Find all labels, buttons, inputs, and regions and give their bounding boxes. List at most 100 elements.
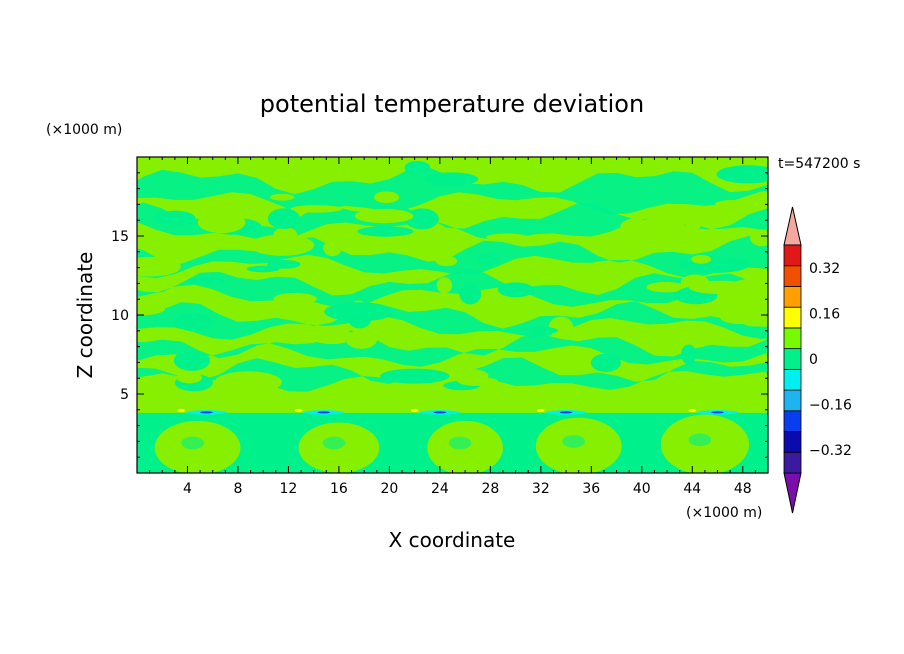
x-tick-label: 8 xyxy=(233,481,242,497)
contour-blob xyxy=(646,281,686,293)
contour-blob xyxy=(215,389,266,398)
bubble-core xyxy=(562,435,586,448)
colorbar-segment xyxy=(783,389,802,412)
contour-blob xyxy=(604,234,628,245)
contour-blob xyxy=(186,277,225,284)
contour-blob xyxy=(189,291,217,305)
contour-band xyxy=(137,357,768,392)
contour-blob xyxy=(750,229,768,247)
y-axis-label: Z coordinate xyxy=(73,252,97,379)
contour-blob xyxy=(380,368,450,384)
contour-blob xyxy=(559,160,609,172)
colorbar-segment xyxy=(783,265,802,287)
x-tick-label: 24 xyxy=(431,481,449,497)
contour-blob xyxy=(691,254,712,264)
cold-pocket-core xyxy=(317,411,331,414)
bubble-core xyxy=(688,433,712,447)
colorbar-over-triangle xyxy=(783,206,802,246)
contour-field xyxy=(137,157,768,473)
x-tick-label: 48 xyxy=(734,481,752,497)
contour-blob xyxy=(154,210,196,226)
contour-blob xyxy=(436,277,453,294)
cold-pocket-core xyxy=(559,411,573,414)
colorbar-tick-label: −0.32 xyxy=(809,443,852,459)
contour-blob xyxy=(299,303,328,322)
contour-band xyxy=(137,330,768,367)
colorbar-segment xyxy=(783,431,802,453)
warm-spot xyxy=(537,408,545,412)
x-tick-label: 20 xyxy=(380,481,398,497)
contour-band xyxy=(137,301,768,340)
colorbar-segment xyxy=(783,451,802,474)
x-tick-label: 12 xyxy=(280,481,298,497)
colorbar-tick-label: 0.16 xyxy=(809,306,840,322)
cold-pocket-core xyxy=(711,411,724,414)
contour-blob xyxy=(548,316,574,339)
contour-blob xyxy=(679,256,750,273)
x-unit-label: (×1000 m) xyxy=(686,505,762,521)
bubble-core xyxy=(448,436,472,450)
cold-pocket-core xyxy=(433,411,447,414)
colorbar-segment xyxy=(783,368,802,391)
warm-spot xyxy=(294,408,303,412)
contour-blob xyxy=(345,330,378,349)
contour-blob xyxy=(373,191,400,204)
contour-blob xyxy=(583,261,629,278)
y-tick-label: 10 xyxy=(111,308,129,324)
colorbar-segment xyxy=(783,306,802,329)
contour-blob xyxy=(137,256,181,277)
contour-blob xyxy=(269,193,295,201)
contour-blob xyxy=(290,205,343,213)
x-tick-label: 44 xyxy=(683,481,701,497)
contour-blob xyxy=(267,208,300,229)
contour-blob xyxy=(173,350,211,371)
colorbar-tick-label: 0 xyxy=(809,352,818,368)
x-tick-label: 28 xyxy=(481,481,499,497)
contour-blob xyxy=(648,205,696,227)
colorbar-segment xyxy=(783,410,802,432)
contour-blob xyxy=(688,280,752,295)
contour-blob xyxy=(681,344,697,365)
contour-blob xyxy=(716,165,768,184)
x-tick-label: 32 xyxy=(532,481,550,497)
colorbar-segment xyxy=(783,286,802,308)
contour-blob xyxy=(354,208,414,224)
colorbar-tick-label: 0.32 xyxy=(809,261,840,277)
contour-blob xyxy=(197,211,246,234)
contour-blob xyxy=(714,199,753,208)
chart-title: potential temperature deviation xyxy=(260,90,644,118)
contour-blob xyxy=(620,218,651,235)
cold-pocket-core xyxy=(200,411,213,414)
warm-spot xyxy=(410,408,419,412)
time-label: t=547200 s xyxy=(778,156,860,172)
x-axis-label: X coordinate xyxy=(389,528,516,552)
colorbar-segment xyxy=(783,327,802,350)
contour-blob xyxy=(477,253,500,266)
colorbar: 0.32 0.16 0 −0.16 −0.32 xyxy=(783,206,852,514)
contour-blob xyxy=(214,371,282,393)
contour-blob xyxy=(497,282,534,298)
contour-blob xyxy=(425,172,479,186)
contour-blob xyxy=(404,161,431,174)
x-tick-label: 16 xyxy=(330,481,348,497)
y-axis: 5 10 15 xyxy=(111,172,768,458)
contour-blob xyxy=(522,326,558,335)
x-tick-label: 36 xyxy=(582,481,600,497)
contour-band xyxy=(137,166,768,215)
contour-blob xyxy=(457,377,499,386)
y-tick-label: 15 xyxy=(111,229,129,245)
warm-spot xyxy=(688,408,697,412)
contour-blob xyxy=(246,265,280,273)
contour-blob xyxy=(459,283,482,305)
contour-blob xyxy=(324,302,394,322)
colorbar-under-triangle xyxy=(783,472,802,514)
contour-blob xyxy=(137,302,166,316)
contour-blob xyxy=(485,233,529,242)
contour-blob xyxy=(435,256,458,267)
contour-blob xyxy=(404,208,439,230)
contour-blob xyxy=(309,328,354,345)
y-unit-label: (×1000 m) xyxy=(46,122,122,138)
contour-blob xyxy=(249,234,315,256)
bubble-core xyxy=(181,436,204,450)
